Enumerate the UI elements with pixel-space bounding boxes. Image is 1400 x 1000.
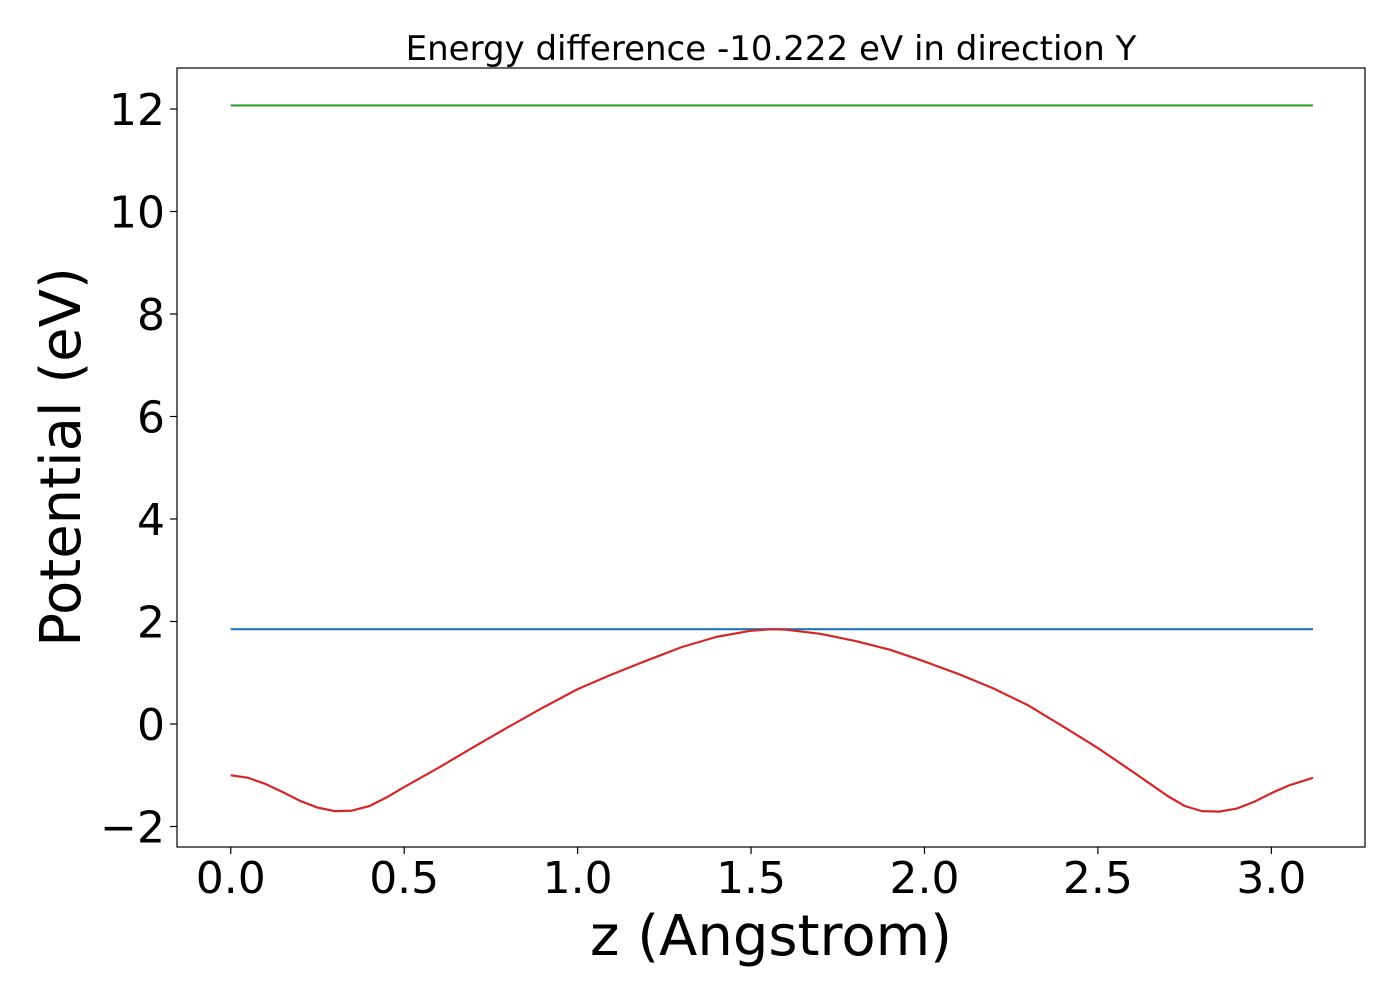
y-tick-label: 10 — [109, 188, 165, 239]
x-tick-label: 0.5 — [369, 853, 439, 904]
y-tick-label: −2 — [100, 803, 165, 854]
y-tick-label: 8 — [137, 290, 165, 341]
x-axis-label: z (Angstrom) — [590, 904, 952, 969]
x-tick-label: 1.0 — [543, 853, 613, 904]
y-tick-label: 0 — [137, 700, 165, 751]
y-axis-label: Potential (eV) — [29, 267, 94, 647]
y-tick-label: 6 — [137, 393, 165, 444]
x-tick-label: 2.0 — [889, 853, 959, 904]
series-line-2 — [230, 628, 1314, 813]
plot-frame — [176, 67, 1366, 848]
x-axis: 0.0 0.5 1.0 1.5 2.0 2.5 3.0 — [196, 847, 1306, 904]
x-tick-label: 2.5 — [1063, 853, 1133, 904]
series-layer — [230, 104, 1314, 813]
y-tick-label: 4 — [137, 495, 165, 546]
y-axis: −2 0 2 4 6 8 10 12 — [100, 85, 177, 854]
y-tick-label: 12 — [109, 85, 165, 136]
x-tick-label: 0.0 — [196, 853, 266, 904]
chart-title: Energy difference -10.222 eV in directio… — [406, 29, 1137, 69]
x-tick-label: 1.5 — [716, 853, 786, 904]
y-tick-label: 2 — [137, 598, 165, 649]
x-tick-label: 3.0 — [1236, 853, 1306, 904]
